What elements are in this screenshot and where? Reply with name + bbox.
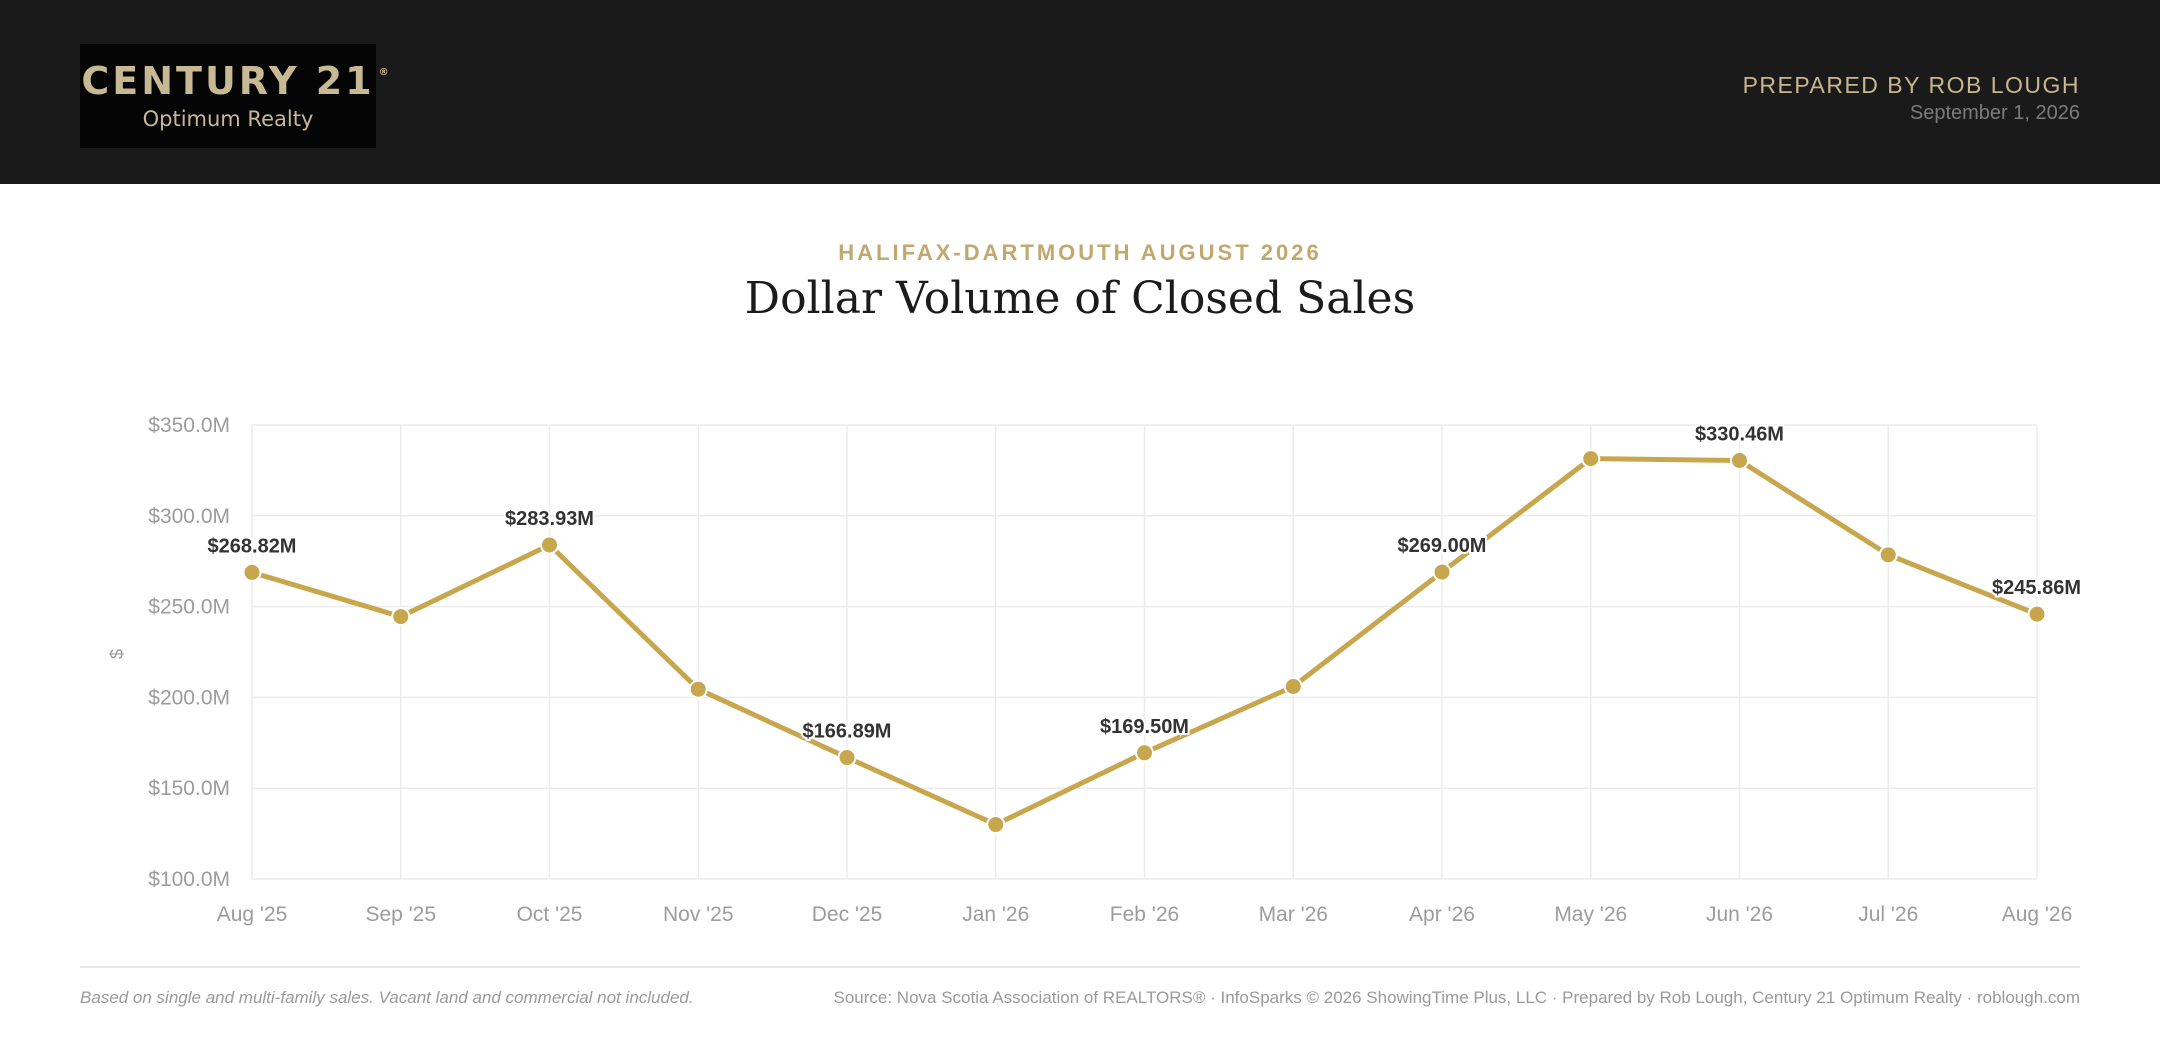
y-tick-label: $150.0M — [148, 777, 230, 800]
report-eyebrow: HALIFAX-DARTMOUTH AUGUST 2026 — [838, 240, 1322, 265]
x-tick-label: Aug '26 — [2002, 903, 2073, 926]
prepared-block: PREPARED BY ROB LOUGH September 1, 2026 — [1743, 70, 2080, 126]
data-point — [837, 748, 857, 768]
data-point — [1878, 545, 1898, 565]
data-label: $169.50M — [1100, 716, 1189, 738]
data-point — [2027, 604, 2047, 624]
x-tick-label: Feb '26 — [1110, 903, 1179, 926]
data-point — [1730, 450, 1749, 470]
data-label: $330.46M — [1695, 423, 1784, 445]
brand-logo: CENTURY 21 ® Optimum Realty — [80, 44, 389, 148]
footer-divider — [80, 966, 2080, 968]
prepared-by: PREPARED BY ROB LOUGH — [1742, 72, 2080, 98]
y-tick-label: $250.0M — [148, 596, 230, 619]
logo-brand-text: CENTURY 21 ® — [81, 59, 388, 103]
x-tick-label: Apr '26 — [1409, 903, 1475, 926]
x-tick-label: May '26 — [1554, 903, 1627, 926]
data-point — [1283, 677, 1303, 697]
y-tick-label: $100.0M — [148, 868, 230, 891]
x-tick-label: Oct '25 — [517, 903, 583, 926]
x-tick-label: Dec '25 — [812, 903, 883, 926]
logo-subtitle: Optimum Realty — [142, 107, 314, 131]
page-header: CENTURY 21 ® Optimum Realty PREPARED BY R… — [0, 0, 2160, 184]
x-tick-label: Aug '25 — [217, 903, 288, 926]
x-tick-label: Jun '26 — [1706, 903, 1773, 926]
data-point — [986, 815, 1006, 835]
x-tick-label: Jan '26 — [962, 903, 1029, 926]
data-label: $269.00M — [1398, 535, 1487, 557]
page-title: Dollar Volume of Closed Sales — [744, 273, 1416, 324]
x-tick-label: Jul '26 — [1858, 903, 1918, 926]
y-tick-label: $300.0M — [148, 505, 230, 528]
logo-registered-mark: ® — [378, 67, 389, 78]
y-tick-label: $200.0M — [148, 686, 230, 709]
y-tick-label: $350.0M — [148, 414, 230, 437]
x-tick-label: Nov '25 — [663, 903, 734, 926]
line-chart: $100.0M $150.0M $200.0M $250.0M $300.0M $350.… — [107, 414, 2083, 926]
report-date: September 1, 2026 — [1909, 102, 2080, 124]
footer-note: Based on single and multi-family sales. … — [80, 988, 694, 1007]
data-point — [391, 607, 411, 627]
data-label: $245.86M — [1992, 577, 2081, 599]
data-label: $166.89M — [803, 721, 892, 743]
data-point — [1135, 743, 1154, 763]
data-label: $268.82M — [208, 535, 297, 557]
y-axis-title: $ — [107, 649, 127, 659]
x-tick-label: Mar '26 — [1259, 903, 1328, 926]
data-point — [242, 562, 262, 582]
x-tick-label: Sep '25 — [365, 903, 436, 926]
data-point — [688, 679, 708, 699]
data-point — [540, 535, 559, 555]
data-point — [1581, 449, 1601, 469]
data-point — [1432, 562, 1452, 582]
footer-source: Source: Nova Scotia Association of REALT… — [833, 988, 2081, 1007]
data-label: $283.93M — [505, 508, 594, 530]
